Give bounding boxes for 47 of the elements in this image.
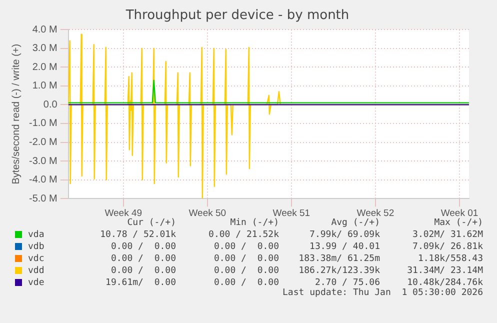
text: 0.00 / 21.52k bbox=[208, 229, 279, 241]
text: Last update: Thu Jan 1 05:30:00 2026 bbox=[282, 288, 483, 298]
text: 0.00 / 0.00 bbox=[110, 241, 176, 253]
legend-label: vdb bbox=[28, 241, 46, 253]
y-tick-label: -3.0 M bbox=[28, 156, 58, 167]
text: 3.02M/ 31.62M bbox=[412, 229, 483, 241]
y-tick-label: 0.0 bbox=[43, 99, 58, 110]
x-tick-label: Week 50 bbox=[188, 208, 226, 219]
text: 0.00 / 0.00 bbox=[212, 241, 279, 253]
legend-label: vdd bbox=[28, 265, 46, 277]
text: 2.70 / 75.06 bbox=[314, 277, 380, 288]
text: 10.78 / 52.01k bbox=[99, 229, 176, 241]
text: Max (-/+) bbox=[433, 217, 483, 229]
x-tick-label: Week 51 bbox=[272, 208, 310, 219]
text: Avg (-/+) bbox=[330, 217, 380, 229]
x-tick-label: Week 49 bbox=[104, 208, 142, 219]
text: 19.61m/ 0.00 bbox=[104, 277, 176, 289]
text: 10.48k/284.76k bbox=[406, 277, 483, 288]
text: 0.00 / 0.00 bbox=[212, 265, 279, 277]
text: 1.18k/558.43 bbox=[416, 253, 483, 265]
y-tick-label: -5.0 M bbox=[28, 193, 58, 204]
y-tick-label: -2.0 M bbox=[28, 137, 58, 148]
text: 31.34M/ 23.14M bbox=[406, 265, 483, 277]
y-tick-label: -1.0 M bbox=[28, 118, 58, 130]
y-axis-title: Bytes/second read (-) / write (+) bbox=[10, 44, 22, 184]
y-tick-label: 3.0 M bbox=[32, 43, 58, 54]
text: 186.27k/123.39k bbox=[298, 265, 380, 277]
x-tick-label: Week 01 bbox=[440, 208, 478, 219]
text: 7.99k/ 69.09k bbox=[308, 229, 380, 241]
text: 0.00 / 0.00 bbox=[212, 277, 279, 289]
text: 0.00 / 0.00 bbox=[110, 265, 176, 277]
y-tick-label: 2.0 M bbox=[32, 62, 58, 73]
text: Min (-/+) bbox=[229, 217, 279, 229]
text: 13.99 / 40.01 bbox=[308, 241, 380, 253]
legend-label: vda bbox=[28, 229, 46, 241]
text: 7.09k/ 26.81k bbox=[412, 241, 483, 253]
text: 0.00 / 0.00 bbox=[110, 253, 176, 265]
text: 183.38m/ 61.25m bbox=[298, 253, 380, 265]
y-tick-label: 4.0 M bbox=[32, 24, 58, 36]
text: 0.00 / 0.00 bbox=[212, 253, 279, 265]
text: Cur (-/+) bbox=[126, 217, 176, 229]
legend-label: vde bbox=[28, 277, 46, 289]
y-tick-label: -4.0 M bbox=[28, 174, 58, 186]
legend-label: vdc bbox=[28, 253, 46, 265]
y-tick-label: 1.0 M bbox=[32, 80, 58, 92]
chart-title: Throughput per device - by month bbox=[124, 8, 350, 24]
x-tick-label: Week 52 bbox=[356, 208, 394, 219]
